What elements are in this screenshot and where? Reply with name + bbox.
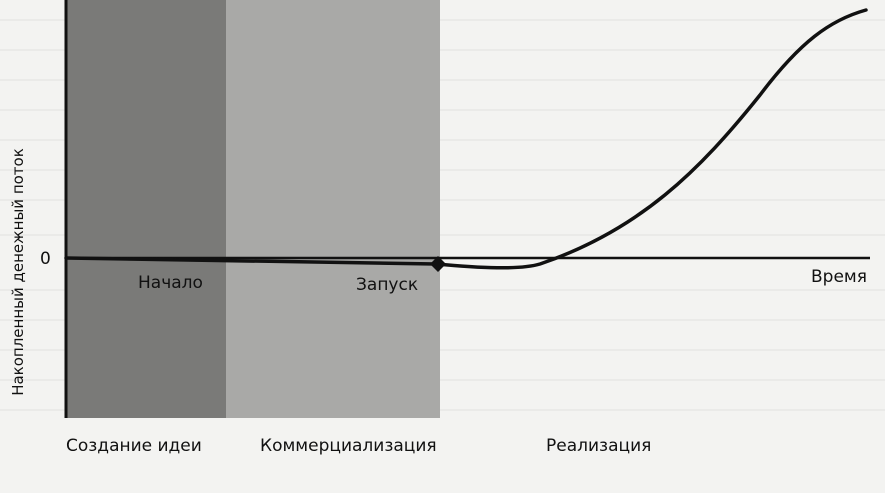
phase-band-idea bbox=[66, 0, 226, 418]
x-axis-label: Время bbox=[811, 267, 867, 287]
phase-label-commercialization: Коммерциализация bbox=[260, 436, 437, 456]
milestone-start-label: Начало bbox=[138, 273, 203, 293]
phase-label-realization: Реализация bbox=[546, 436, 651, 456]
zero-label: 0 bbox=[40, 249, 51, 269]
phase-label-idea: Создание идеи bbox=[66, 436, 202, 456]
cash-flow-curve bbox=[64, 8, 868, 270]
y-axis-label: Накопленный денежный поток bbox=[9, 148, 27, 396]
milestone-launch-label: Запуск bbox=[356, 275, 418, 295]
launch-marker bbox=[430, 256, 446, 272]
phase-band-commercialization bbox=[226, 0, 440, 418]
